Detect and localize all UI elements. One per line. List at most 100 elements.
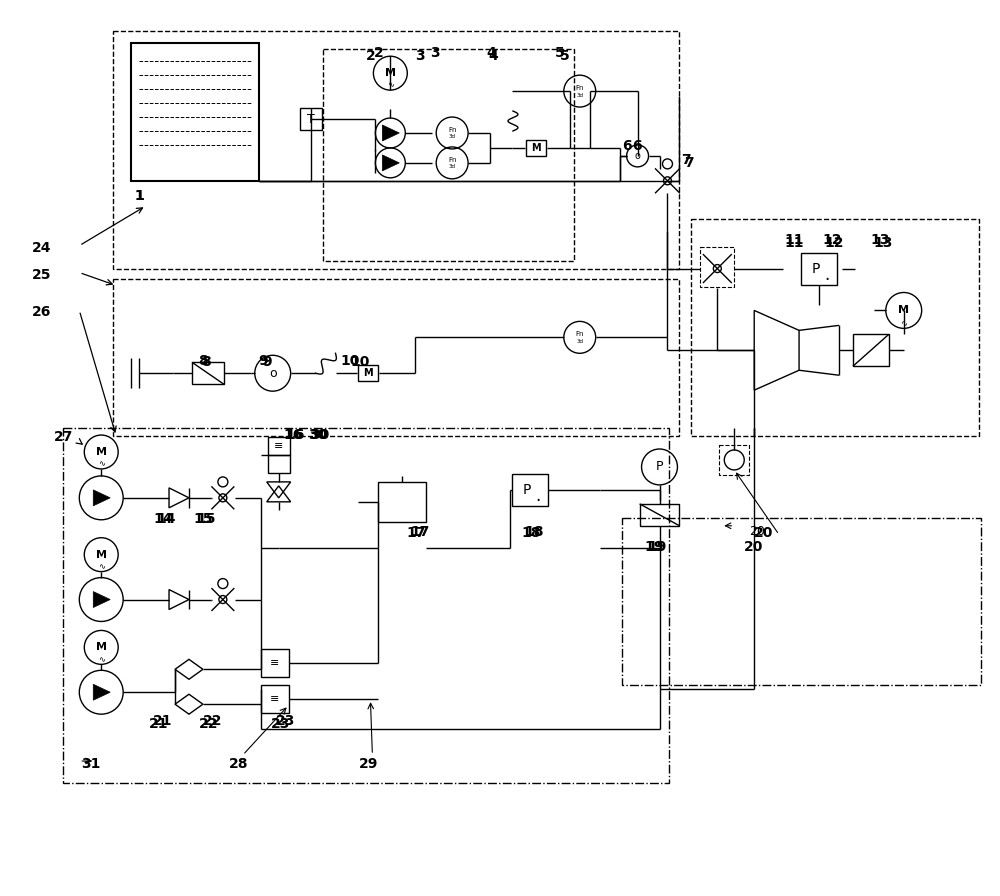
Polygon shape: [93, 685, 110, 700]
Text: ≡: ≡: [270, 659, 279, 668]
Text: M: M: [96, 549, 107, 560]
Text: 12: 12: [822, 233, 841, 246]
Polygon shape: [382, 125, 399, 141]
Bar: [300, 108, 322, 130]
Text: 13: 13: [871, 233, 890, 246]
Text: 31: 31: [81, 757, 101, 771]
Bar: [268, 455, 290, 473]
Bar: [63, 428, 669, 783]
Text: M: M: [96, 447, 107, 457]
Polygon shape: [93, 490, 110, 506]
Text: 29: 29: [358, 757, 378, 771]
Text: 5: 5: [555, 47, 565, 60]
Polygon shape: [382, 155, 399, 171]
Bar: [622, 518, 981, 685]
Text: 4: 4: [486, 47, 496, 60]
Text: 28: 28: [229, 757, 248, 771]
Text: 30: 30: [311, 428, 330, 442]
Text: 15: 15: [193, 512, 212, 526]
Text: P: P: [523, 483, 531, 497]
Text: 20: 20: [744, 539, 764, 554]
Text: 12: 12: [824, 236, 843, 250]
Text: .: .: [824, 265, 830, 283]
Bar: [113, 31, 679, 269]
Text: 7: 7: [684, 156, 694, 170]
Text: ≡: ≡: [274, 441, 283, 451]
Text: 9: 9: [258, 354, 267, 368]
Bar: [853, 334, 889, 366]
Text: T: T: [307, 113, 314, 125]
Text: 3: 3: [430, 47, 440, 60]
Text: 19: 19: [645, 539, 664, 554]
Bar: [358, 366, 378, 381]
Text: 20: 20: [749, 525, 765, 538]
Text: 14: 14: [156, 512, 176, 526]
Text: M: M: [531, 143, 541, 153]
Text: 23: 23: [271, 717, 290, 731]
Text: ∿: ∿: [98, 562, 105, 571]
Text: Fn: Fn: [576, 332, 584, 338]
Text: ≡: ≡: [270, 694, 279, 704]
Text: 22: 22: [203, 714, 222, 728]
Text: 18: 18: [522, 526, 541, 539]
Text: 13: 13: [874, 236, 893, 250]
Text: P: P: [812, 262, 820, 276]
Text: 16: 16: [284, 428, 303, 442]
Text: 26: 26: [31, 306, 51, 320]
Text: 6: 6: [623, 139, 632, 153]
Text: M: M: [96, 642, 107, 652]
Text: 2: 2: [365, 49, 375, 64]
Text: M: M: [385, 68, 396, 78]
Text: 3: 3: [415, 49, 425, 64]
Text: ∿: ∿: [98, 655, 105, 664]
Text: 15: 15: [196, 512, 215, 526]
Bar: [378, 482, 426, 521]
Bar: [113, 279, 679, 436]
Text: 8: 8: [201, 356, 211, 369]
Bar: [640, 504, 679, 526]
Bar: [131, 43, 259, 181]
Text: Fn: Fn: [576, 85, 584, 91]
Text: 18: 18: [525, 525, 544, 538]
Bar: [261, 685, 289, 713]
Bar: [700, 246, 734, 287]
Text: 20: 20: [754, 526, 774, 539]
Bar: [512, 474, 548, 506]
Text: 6: 6: [633, 139, 642, 153]
Text: Fn: Fn: [448, 157, 456, 163]
Text: 21: 21: [153, 714, 173, 728]
Text: 9: 9: [263, 356, 272, 369]
Bar: [323, 49, 574, 261]
Text: 27: 27: [53, 430, 73, 444]
Text: ∿: ∿: [900, 319, 907, 328]
Text: 10: 10: [350, 356, 370, 369]
Bar: [261, 650, 289, 677]
Bar: [526, 140, 546, 156]
Text: 8: 8: [198, 354, 208, 368]
Text: 11: 11: [784, 233, 804, 246]
Bar: [719, 445, 749, 475]
Text: 22: 22: [199, 717, 218, 731]
Text: o: o: [635, 151, 641, 161]
Text: P: P: [656, 461, 663, 473]
Text: 14: 14: [153, 512, 173, 526]
Text: ∿: ∿: [387, 81, 394, 90]
Text: 3d: 3d: [449, 164, 456, 169]
Text: 5: 5: [560, 49, 570, 64]
Text: 24: 24: [31, 241, 51, 254]
Bar: [268, 437, 290, 455]
Text: 23: 23: [276, 714, 295, 728]
Text: M: M: [364, 368, 373, 378]
Text: 3d: 3d: [449, 134, 456, 140]
Text: 1: 1: [134, 189, 144, 202]
Text: 7: 7: [681, 153, 691, 167]
Bar: [192, 362, 224, 384]
Text: 30: 30: [309, 428, 328, 442]
Text: M: M: [898, 306, 909, 315]
Text: 1: 1: [134, 189, 144, 202]
Text: 17: 17: [410, 525, 430, 538]
Bar: [691, 219, 979, 436]
Text: 19: 19: [648, 539, 667, 554]
Text: 2: 2: [373, 47, 383, 60]
Bar: [801, 253, 837, 285]
